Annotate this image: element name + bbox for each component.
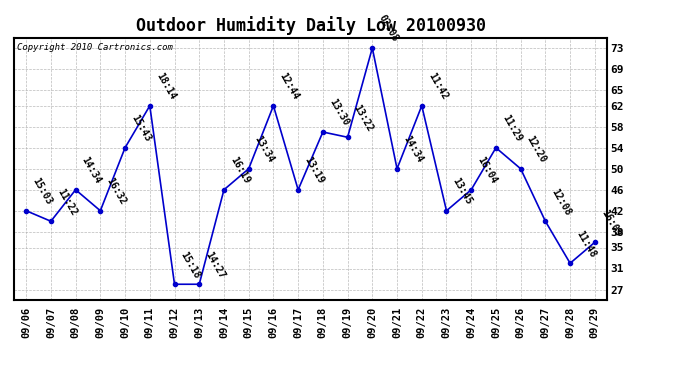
Text: 14:27: 14:27 — [204, 250, 227, 280]
Text: 18:14: 18:14 — [154, 71, 177, 102]
Text: 15:03: 15:03 — [30, 176, 54, 207]
Text: 11:48: 11:48 — [574, 229, 598, 259]
Text: 13:19: 13:19 — [302, 155, 326, 186]
Text: 15:43: 15:43 — [129, 113, 152, 144]
Text: 16:09: 16:09 — [599, 208, 622, 238]
Text: 12:44: 12:44 — [277, 71, 301, 102]
Text: 11:29: 11:29 — [500, 113, 524, 144]
Text: 02:08: 02:08 — [377, 13, 400, 44]
Text: 16:32: 16:32 — [104, 176, 128, 207]
Text: 13:45: 13:45 — [451, 176, 474, 207]
Text: 13:30: 13:30 — [327, 98, 351, 128]
Text: 14:34: 14:34 — [80, 155, 103, 186]
Text: 15:18: 15:18 — [179, 250, 202, 280]
Text: 16:19: 16:19 — [228, 155, 251, 186]
Title: Outdoor Humidity Daily Low 20100930: Outdoor Humidity Daily Low 20100930 — [135, 16, 486, 34]
Text: Copyright 2010 Cartronics.com: Copyright 2010 Cartronics.com — [17, 43, 172, 52]
Text: 11:22: 11:22 — [55, 187, 79, 217]
Text: 11:42: 11:42 — [426, 71, 449, 102]
Text: 12:20: 12:20 — [525, 134, 548, 165]
Text: 13:22: 13:22 — [352, 103, 375, 133]
Text: 16:04: 16:04 — [475, 155, 499, 186]
Text: 14:34: 14:34 — [401, 134, 424, 165]
Text: 12:08: 12:08 — [549, 187, 573, 217]
Text: 13:34: 13:34 — [253, 134, 276, 165]
